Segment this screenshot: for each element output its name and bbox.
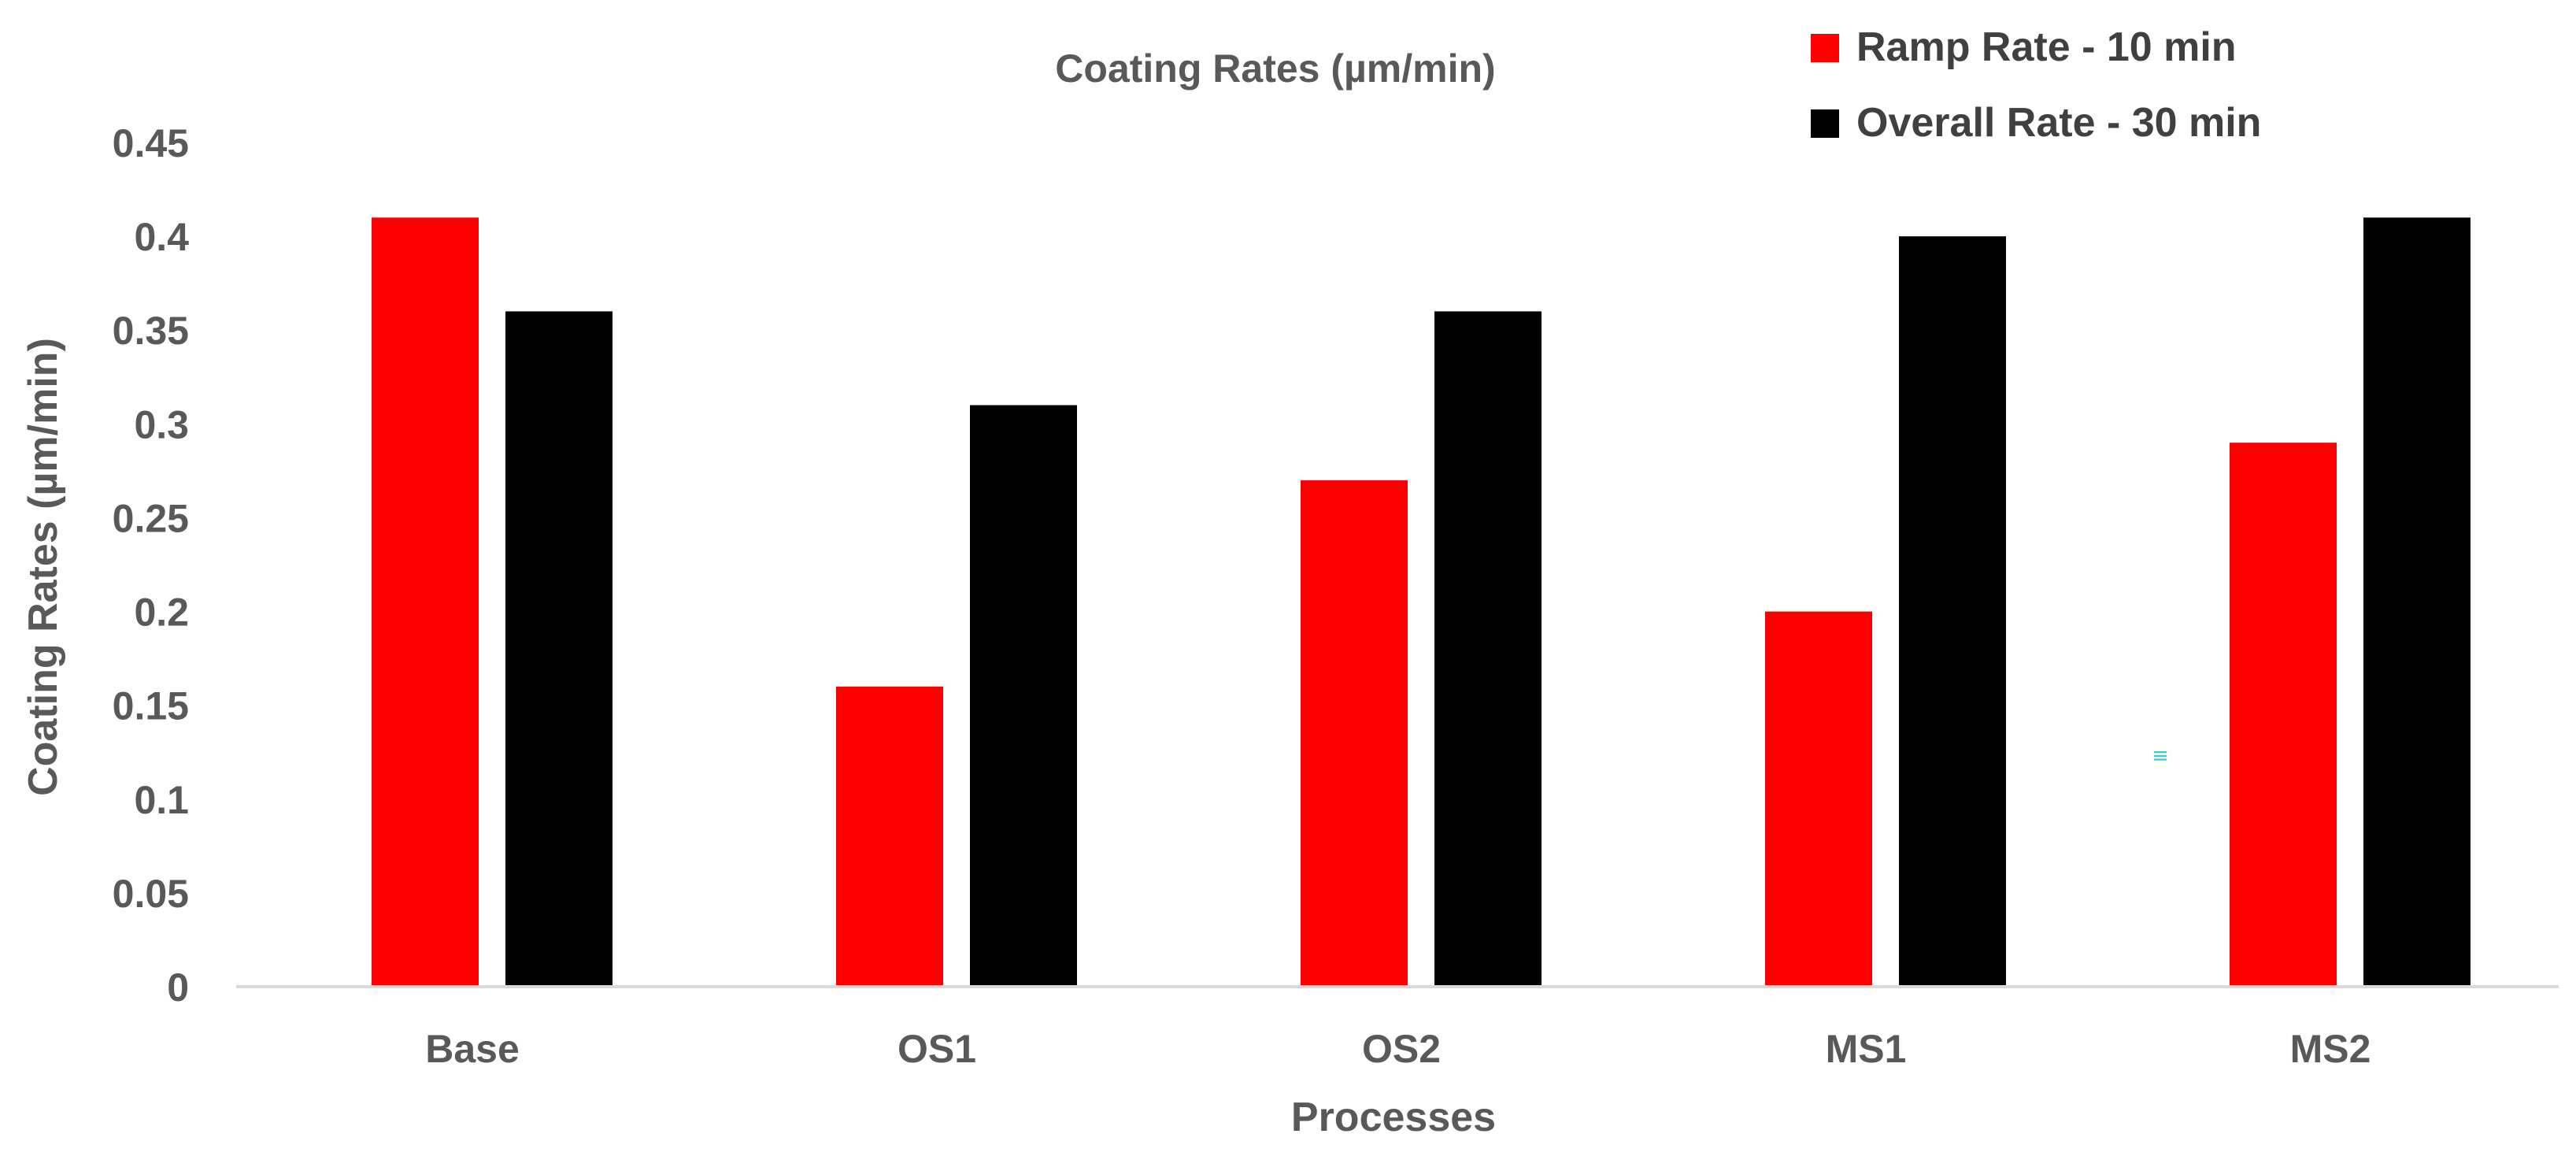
bar-ms2-overall <box>2363 217 2471 987</box>
y-tick-label: 0.15 <box>113 684 189 728</box>
y-tick-label: 0 <box>167 965 189 1010</box>
bar-base-ramp <box>372 217 479 987</box>
legend-swatch-ramp <box>1811 34 1839 62</box>
bar-os1-overall <box>970 405 1077 987</box>
y-tick-label: 0.45 <box>113 121 189 165</box>
legend-label-ramp: Ramp Rate - 10 min <box>1856 24 2237 70</box>
bar-ms1-ramp <box>1765 611 1872 987</box>
legend-label-overall: Overall Rate - 30 min <box>1856 100 2261 146</box>
y-tick-label: 0.2 <box>134 591 189 635</box>
annotation-mark: ≡ <box>2152 744 2169 768</box>
x-tick-label: Base <box>425 1027 520 1071</box>
bar-os1-ramp <box>836 686 943 987</box>
y-tick-label: 0.3 <box>134 402 189 446</box>
bar-ms2-ramp <box>2230 443 2337 987</box>
y-axis-label: Coating Rates (µm/min) <box>20 338 66 796</box>
y-tick-label: 0.05 <box>113 872 189 916</box>
y-tick-label: 0.35 <box>113 309 189 353</box>
bar-os2-overall <box>1434 311 1542 987</box>
x-tick-label: OS2 <box>1362 1027 1441 1071</box>
y-axis-ticks: 0 0.05 0.1 0.15 0.2 0.25 0.3 0.35 0.4 0.45 <box>113 121 190 1010</box>
bar-os2-ramp <box>1301 480 1408 987</box>
legend-swatch-overall <box>1811 109 1839 138</box>
chart-title: Coating Rates (µm/min) <box>1055 46 1495 91</box>
bar-ms1-overall <box>1899 236 2006 987</box>
x-tick-label: MS1 <box>1826 1027 1907 1071</box>
bars <box>372 217 2471 987</box>
y-tick-label: 0.1 <box>134 778 189 822</box>
y-tick-label: 0.25 <box>113 496 189 540</box>
x-axis-ticks: Base OS1 OS2 MS1 MS2 <box>425 1027 2371 1071</box>
x-axis-label: Processes <box>1291 1095 1496 1140</box>
x-tick-label: MS2 <box>2290 1027 2371 1071</box>
legend: Ramp Rate - 10 min Overall Rate - 30 min <box>1811 24 2261 146</box>
bar-base-overall <box>505 311 613 987</box>
x-tick-label: OS1 <box>898 1027 976 1071</box>
y-tick-label: 0.4 <box>134 215 189 259</box>
